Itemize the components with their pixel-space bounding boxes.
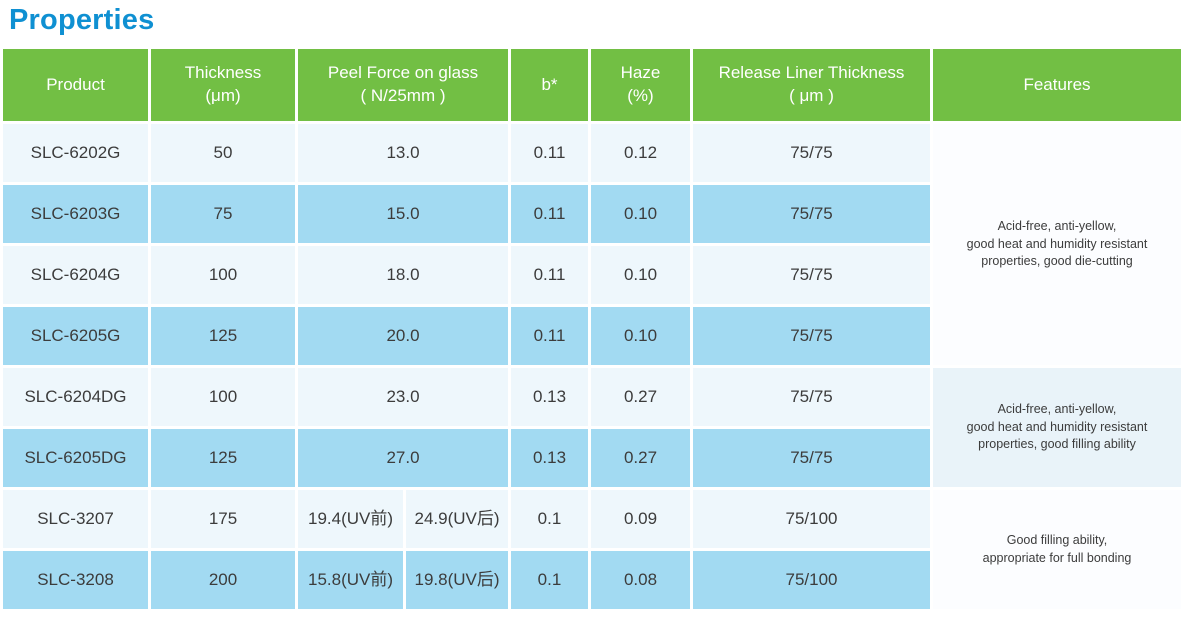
features-cell-group-3: Good filling ability, appropriate for fu… bbox=[933, 490, 1181, 609]
page-title: Properties bbox=[9, 4, 155, 36]
peel-force-uv-after-cell: 24.9(UV后) bbox=[406, 490, 508, 548]
peel-force-cell: 20.0 bbox=[298, 307, 508, 365]
haze-cell: 0.08 bbox=[591, 551, 690, 609]
release-liner-cell: 75/75 bbox=[693, 307, 930, 365]
peel-force-cell: 13.0 bbox=[298, 124, 508, 182]
peel-force-uv-after-cell: 19.8(UV后) bbox=[406, 551, 508, 609]
product-cell: SLC-6204DG bbox=[3, 368, 148, 426]
b-star-cell: 0.11 bbox=[511, 124, 588, 182]
peel-force-cell: 15.0 bbox=[298, 185, 508, 243]
haze-cell: 0.09 bbox=[591, 490, 690, 548]
b-star-cell: 0.11 bbox=[511, 185, 588, 243]
features-cell-group-2: Acid-free, anti-yellow, good heat and hu… bbox=[933, 368, 1181, 487]
thickness-cell: 50 bbox=[151, 124, 295, 182]
col-header-b-star: b* bbox=[511, 49, 588, 121]
haze-cell: 0.10 bbox=[591, 185, 690, 243]
col-header-product: Product bbox=[3, 49, 148, 121]
b-star-cell: 0.13 bbox=[511, 368, 588, 426]
features-cell-group-1: Acid-free, anti-yellow, good heat and hu… bbox=[933, 124, 1181, 365]
peel-force-uv-before-cell: 19.4(UV前) bbox=[298, 490, 403, 548]
col-header-thickness: Thickness (μm) bbox=[151, 49, 295, 121]
product-cell: SLC-3208 bbox=[3, 551, 148, 609]
thickness-cell: 75 bbox=[151, 185, 295, 243]
thickness-cell: 100 bbox=[151, 246, 295, 304]
peel-force-uv-before-cell: 15.8(UV前) bbox=[298, 551, 403, 609]
release-liner-cell: 75/75 bbox=[693, 429, 930, 487]
b-star-cell: 0.1 bbox=[511, 551, 588, 609]
haze-cell: 0.10 bbox=[591, 307, 690, 365]
haze-cell: 0.10 bbox=[591, 246, 690, 304]
release-liner-cell: 75/75 bbox=[693, 246, 930, 304]
product-cell: SLC-6203G bbox=[3, 185, 148, 243]
peel-force-cell: 27.0 bbox=[298, 429, 508, 487]
b-star-cell: 0.13 bbox=[511, 429, 588, 487]
thickness-cell: 125 bbox=[151, 429, 295, 487]
peel-force-cell: 23.0 bbox=[298, 368, 508, 426]
thickness-cell: 125 bbox=[151, 307, 295, 365]
thickness-cell: 200 bbox=[151, 551, 295, 609]
col-header-peel-force: Peel Force on glass ( N/25mm ) bbox=[298, 49, 508, 121]
product-cell: SLC-6202G bbox=[3, 124, 148, 182]
properties-table: Product Thickness (μm) Peel Force on gla… bbox=[0, 49, 1184, 609]
thickness-cell: 175 bbox=[151, 490, 295, 548]
product-cell: SLC-3207 bbox=[3, 490, 148, 548]
release-liner-cell: 75/75 bbox=[693, 368, 930, 426]
release-liner-cell: 75/75 bbox=[693, 185, 930, 243]
peel-force-cell: 18.0 bbox=[298, 246, 508, 304]
product-cell: SLC-6205G bbox=[3, 307, 148, 365]
release-liner-cell: 75/100 bbox=[693, 551, 930, 609]
col-header-release-liner: Release Liner Thickness ( μm ) bbox=[693, 49, 930, 121]
b-star-cell: 0.11 bbox=[511, 307, 588, 365]
haze-cell: 0.27 bbox=[591, 368, 690, 426]
release-liner-cell: 75/75 bbox=[693, 124, 930, 182]
release-liner-cell: 75/100 bbox=[693, 490, 930, 548]
product-cell: SLC-6204G bbox=[3, 246, 148, 304]
b-star-cell: 0.11 bbox=[511, 246, 588, 304]
haze-cell: 0.12 bbox=[591, 124, 690, 182]
col-header-haze: Haze (%) bbox=[591, 49, 690, 121]
thickness-cell: 100 bbox=[151, 368, 295, 426]
col-header-features: Features bbox=[933, 49, 1181, 121]
haze-cell: 0.27 bbox=[591, 429, 690, 487]
product-cell: SLC-6205DG bbox=[3, 429, 148, 487]
b-star-cell: 0.1 bbox=[511, 490, 588, 548]
